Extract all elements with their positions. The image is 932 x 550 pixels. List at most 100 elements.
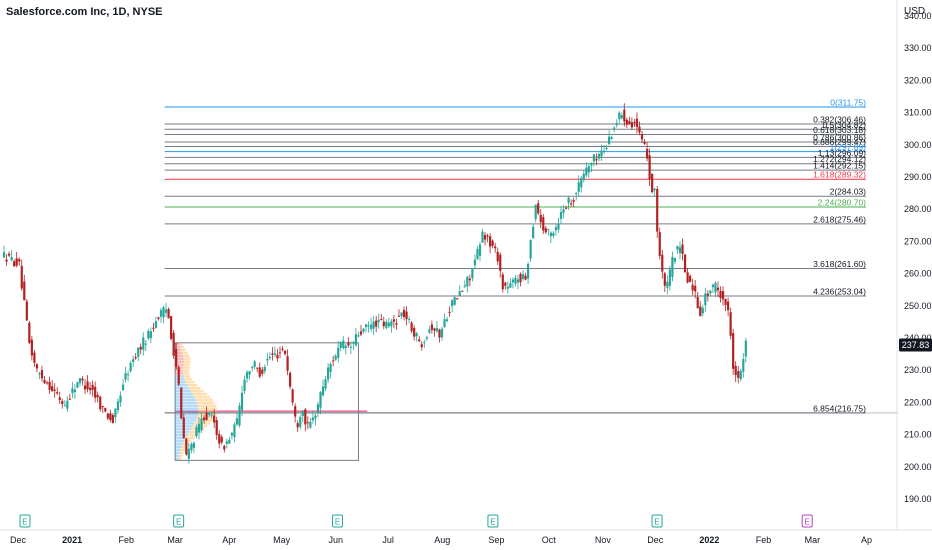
candle-body[interactable] xyxy=(496,251,499,262)
candle-body[interactable] xyxy=(56,392,59,394)
candle-body[interactable] xyxy=(352,342,355,344)
candle-body[interactable] xyxy=(180,387,183,419)
candle-body[interactable] xyxy=(537,203,540,214)
candle-body[interactable] xyxy=(230,432,233,436)
candle-body[interactable] xyxy=(68,398,71,400)
candle-body[interactable] xyxy=(456,298,459,300)
candle-body[interactable] xyxy=(233,424,236,438)
candle-body[interactable] xyxy=(392,319,396,322)
candle-body[interactable] xyxy=(2,252,6,258)
candle-body[interactable] xyxy=(554,227,558,231)
candle-body[interactable] xyxy=(711,284,715,288)
candle-body[interactable] xyxy=(35,364,39,369)
candle-body[interactable] xyxy=(410,322,413,332)
candle-body[interactable] xyxy=(382,321,385,327)
volume-profile-box[interactable] xyxy=(174,342,359,461)
candle-body[interactable] xyxy=(549,232,552,237)
candle-body[interactable] xyxy=(213,415,216,423)
candle-body[interactable] xyxy=(532,226,535,238)
candle-body[interactable] xyxy=(337,347,340,358)
candle-body[interactable] xyxy=(111,415,114,423)
candle-body[interactable] xyxy=(729,312,732,336)
candle-body[interactable] xyxy=(385,321,388,328)
candle-body[interactable] xyxy=(137,347,140,357)
candle-body[interactable] xyxy=(40,370,44,379)
candle-body[interactable] xyxy=(691,284,694,291)
candle-body[interactable] xyxy=(714,283,717,293)
candle-body[interactable] xyxy=(453,297,456,305)
candle-body[interactable] xyxy=(18,259,21,262)
candle-body[interactable] xyxy=(349,346,352,348)
candle-body[interactable] xyxy=(701,307,704,314)
candle-body[interactable] xyxy=(732,333,735,369)
candle-body[interactable] xyxy=(342,340,345,348)
candle-body[interactable] xyxy=(590,162,593,166)
candle-body[interactable] xyxy=(511,279,515,283)
candle-body[interactable] xyxy=(638,126,641,133)
candle-body[interactable] xyxy=(408,319,411,321)
candle-body[interactable] xyxy=(23,281,26,301)
candle-body[interactable] xyxy=(716,287,720,291)
candle-body[interactable] xyxy=(380,319,383,321)
candle-body[interactable] xyxy=(164,309,168,313)
candle-body[interactable] xyxy=(390,321,393,327)
candle-body[interactable] xyxy=(585,167,588,176)
candle-body[interactable] xyxy=(71,388,74,394)
candle-body[interactable] xyxy=(289,372,292,387)
candle-body[interactable] xyxy=(301,410,304,417)
candle-body[interactable] xyxy=(248,371,251,375)
candle-body[interactable] xyxy=(615,123,618,126)
candle-body[interactable] xyxy=(5,259,8,262)
candle-body[interactable] xyxy=(83,385,87,390)
candle-body[interactable] xyxy=(329,364,332,373)
candle-body[interactable] xyxy=(681,244,684,254)
candle-body[interactable] xyxy=(529,239,532,259)
candle-body[interactable] xyxy=(491,240,494,246)
candle-body[interactable] xyxy=(195,427,198,437)
candle-body[interactable] xyxy=(48,381,51,390)
candle-body[interactable] xyxy=(645,149,649,159)
candle-body[interactable] xyxy=(321,386,325,396)
candle-body[interactable] xyxy=(567,197,570,203)
candle-body[interactable] xyxy=(721,291,725,300)
candle-body[interactable] xyxy=(486,235,489,237)
earnings-marker[interactable] xyxy=(801,514,813,528)
candle-body[interactable] xyxy=(651,173,654,193)
candle-body[interactable] xyxy=(132,359,135,363)
candle-body[interactable] xyxy=(220,436,223,443)
candle-body[interactable] xyxy=(661,254,664,272)
candle-body[interactable] xyxy=(210,414,213,416)
candle-body[interactable] xyxy=(402,310,406,318)
candle-body[interactable] xyxy=(526,263,530,279)
candle-body[interactable] xyxy=(240,392,244,411)
candle-body[interactable] xyxy=(423,342,426,344)
candle-body[interactable] xyxy=(51,386,54,391)
candle-body[interactable] xyxy=(630,122,633,128)
candle-body[interactable] xyxy=(291,389,294,403)
candle-body[interactable] xyxy=(339,342,342,348)
candle-body[interactable] xyxy=(76,382,79,388)
candle-body[interactable] xyxy=(273,353,277,355)
candle-body[interactable] xyxy=(463,285,466,287)
candle-body[interactable] xyxy=(633,121,636,123)
candle-body[interactable] xyxy=(30,339,33,356)
candle-body[interactable] xyxy=(643,141,646,144)
candle-body[interactable] xyxy=(235,418,239,425)
candle-body[interactable] xyxy=(623,109,626,122)
candle-body[interactable] xyxy=(466,276,469,287)
candle-body[interactable] xyxy=(311,417,314,421)
candle-body[interactable] xyxy=(309,421,312,428)
candle-body[interactable] xyxy=(676,246,679,250)
candle-body[interactable] xyxy=(271,353,274,355)
candle-body[interactable] xyxy=(501,274,504,290)
candle-body[interactable] xyxy=(726,301,730,311)
candle-body[interactable] xyxy=(610,137,613,140)
candle-body[interactable] xyxy=(494,246,497,249)
candle-body[interactable] xyxy=(89,387,92,391)
candle-body[interactable] xyxy=(190,443,193,451)
earnings-marker[interactable] xyxy=(332,514,344,528)
candle-body[interactable] xyxy=(316,404,320,413)
candle-body[interactable] xyxy=(53,389,56,391)
candle-body[interactable] xyxy=(202,417,206,421)
